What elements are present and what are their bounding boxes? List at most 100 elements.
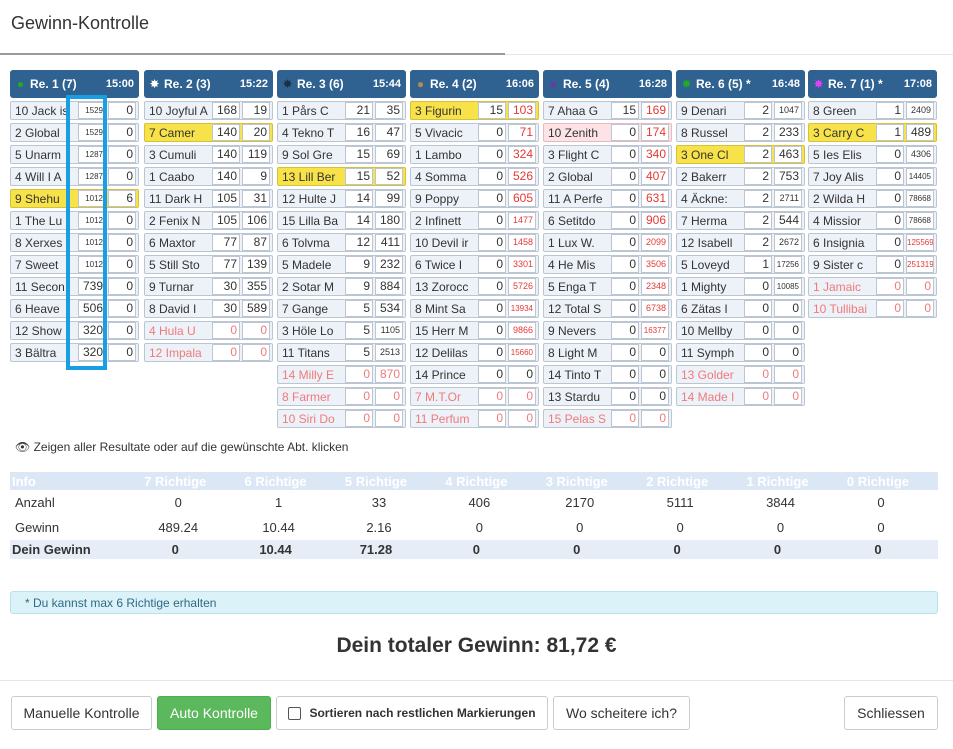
horse-row[interactable]: 3 Carry C 1 489 (808, 123, 937, 142)
horse-row[interactable]: 5 Madele 9 232 (277, 255, 406, 274)
horse-row[interactable]: 7 Herma 2 544 (676, 211, 805, 230)
horse-row[interactable]: 2 Global 0 407 (543, 167, 672, 186)
horse-row[interactable]: 12 Show 320 0 (10, 321, 139, 340)
horse-row[interactable]: 6 Setitdo 0 906 (543, 211, 672, 230)
horse-row[interactable]: 9 Sister c 0 251319 (808, 255, 937, 274)
horse-row[interactable]: 14 Prince 0 0 (410, 365, 539, 384)
horse-row[interactable]: 5 Ies Elis 0 4306 (808, 145, 937, 164)
manual-check-button[interactable]: Manuelle Kontrolle (11, 696, 152, 730)
horse-row[interactable]: 10 Mellby 0 0 (676, 321, 805, 340)
horse-row[interactable]: 15 Lilla Ba 14 180 (277, 211, 406, 230)
horse-row[interactable]: 1 Lux W. 0 2099 (543, 233, 672, 252)
horse-row[interactable]: 1 Jamaic 0 0 (808, 277, 937, 296)
horse-row[interactable]: 1 Pårs C 21 35 (277, 101, 406, 120)
horse-row[interactable]: 12 Impala 0 0 (144, 343, 273, 362)
horse-row[interactable]: 10 Joyful A 168 19 (144, 101, 273, 120)
horse-row[interactable]: 8 Green 1 2409 (808, 101, 937, 120)
sort-remaining-toggle[interactable]: Sortieren nach restlichen Markierungen (276, 696, 548, 730)
horse-row[interactable]: 7 Joy Alis 0 14405 (808, 167, 937, 186)
horse-row[interactable]: 7 Sweet 1012 0 (10, 255, 139, 274)
horse-row[interactable]: 2 Infinett 0 1477 (410, 211, 539, 230)
checkbox-icon[interactable] (288, 706, 302, 720)
horse-row[interactable]: 10 Zenith 0 174 (543, 123, 672, 142)
horse-row[interactable]: 4 Missior 0 78668 (808, 211, 937, 230)
close-button[interactable]: Schliessen (844, 696, 938, 730)
horse-row[interactable]: 13 Lill Ber 15 52 (277, 167, 406, 186)
horse-row[interactable]: 12 Isabell 2 2672 (676, 233, 805, 252)
horse-row[interactable]: 10 Devil ir 0 1458 (410, 233, 539, 252)
horse-row[interactable]: 1 Mighty 0 10085 (676, 277, 805, 296)
horse-row[interactable]: 11 Symph 0 0 (676, 343, 805, 362)
horse-row[interactable]: 9 Shehu 1012 6 (10, 189, 139, 208)
horse-row[interactable]: 1 Caabo 140 9 (144, 167, 273, 186)
horse-row[interactable]: 15 Herr M 0 9866 (410, 321, 539, 340)
horse-row[interactable]: 13 Stardu 0 0 (543, 387, 672, 406)
horse-row[interactable]: 12 Delilas 0 15660 (410, 343, 539, 362)
info-line[interactable]: 👁 Zeigen aller Resultate oder auf die ge… (15, 440, 348, 454)
horse-row[interactable]: 10 Jack is 1529 0 (10, 101, 139, 120)
race-header-6[interactable]: ✸ Re. 6 (5) * 16:48 (676, 70, 805, 98)
horse-row[interactable]: 5 Vivacic 0 71 (410, 123, 539, 142)
horse-row[interactable]: 8 Farmer 0 0 (277, 387, 406, 406)
horse-row[interactable]: 3 Figurin 15 103 (410, 101, 539, 120)
horse-row[interactable]: 2 Wilda H 0 78668 (808, 189, 937, 208)
horse-row[interactable]: 7 M.T.Or 0 0 (410, 387, 539, 406)
horse-row[interactable]: 12 Hulte J 14 99 (277, 189, 406, 208)
horse-row[interactable]: 6 Maxtor 77 87 (144, 233, 273, 252)
horse-row[interactable]: 11 Secon 739 0 (10, 277, 139, 296)
horse-row[interactable]: 8 Mint Sa 0 13934 (410, 299, 539, 318)
horse-row[interactable]: 2 Sotar M 9 884 (277, 277, 406, 296)
horse-row[interactable]: 12 Total S 0 6738 (543, 299, 672, 318)
horse-row[interactable]: 13 Golder 0 0 (676, 365, 805, 384)
horse-row[interactable]: 3 Cumuli 140 119 (144, 145, 273, 164)
horse-row[interactable]: 9 Denari 2 1047 (676, 101, 805, 120)
horse-row[interactable]: 3 Bältra 320 0 (10, 343, 139, 362)
horse-row[interactable]: 11 A Perfe 0 631 (543, 189, 672, 208)
horse-row[interactable]: 6 Heave 506 0 (10, 299, 139, 318)
horse-row[interactable]: 5 Still Sto 77 139 (144, 255, 273, 274)
horse-row[interactable]: 9 Poppy 0 605 (410, 189, 539, 208)
horse-row[interactable]: 11 Dark H 105 31 (144, 189, 273, 208)
race-header-1[interactable]: ● Re. 1 (7) 15:00 (10, 70, 139, 98)
horse-row[interactable]: 6 Insignia 0 125569 (808, 233, 937, 252)
where-fail-button[interactable]: Wo scheitere ich? (553, 696, 690, 730)
horse-row[interactable]: 6 Tolvma 12 411 (277, 233, 406, 252)
horse-row[interactable]: 3 One Cl 2 463 (676, 145, 805, 164)
horse-row[interactable]: 2 Global 1529 0 (10, 123, 139, 142)
horse-row[interactable]: 7 Gange 5 534 (277, 299, 406, 318)
horse-row[interactable]: 2 Bakerr 2 753 (676, 167, 805, 186)
horse-row[interactable]: 5 Unarm 1287 0 (10, 145, 139, 164)
horse-row[interactable]: 4 Äckne: 2 2711 (676, 189, 805, 208)
race-header-3[interactable]: ✸ Re. 3 (6) 15:44 (277, 70, 406, 98)
race-header-7[interactable]: ✸ Re. 7 (1) * 17:08 (808, 70, 937, 98)
horse-row[interactable]: 3 Flight C 0 340 (543, 145, 672, 164)
horse-row[interactable]: 4 Tekno T 16 47 (277, 123, 406, 142)
auto-check-button[interactable]: Auto Kontrolle (157, 696, 271, 730)
horse-row[interactable]: 6 Twice I 0 3301 (410, 255, 539, 274)
horse-row[interactable]: 9 Nevers 0 16377 (543, 321, 672, 340)
horse-row[interactable]: 13 Zorocc 0 5726 (410, 277, 539, 296)
horse-row[interactable]: 11 Perfum 0 0 (410, 409, 539, 428)
race-header-2[interactable]: ✸ Re. 2 (3) 15:22 (144, 70, 273, 98)
horse-row[interactable]: 5 Enga T 0 2348 (543, 277, 672, 296)
horse-row[interactable]: 8 Xerxes 1012 0 (10, 233, 139, 252)
horse-row[interactable]: 7 Ahaa G 15 169 (543, 101, 672, 120)
horse-row[interactable]: 2 Fenix N 105 106 (144, 211, 273, 230)
horse-row[interactable]: 1 The Lu 1012 0 (10, 211, 139, 230)
horse-row[interactable]: 5 Loveyd 1 17256 (676, 255, 805, 274)
horse-row[interactable]: 14 Milly E 0 870 (277, 365, 406, 384)
horse-row[interactable]: 9 Turnar 30 355 (144, 277, 273, 296)
horse-row[interactable]: 4 He Mis 0 3506 (543, 255, 672, 274)
race-header-5[interactable]: ● Re. 5 (4) 16:28 (543, 70, 672, 98)
horse-row[interactable]: 8 David I 30 589 (144, 299, 273, 318)
horse-row[interactable]: 1 Lambo 0 324 (410, 145, 539, 164)
horse-row[interactable]: 8 Russel 2 233 (676, 123, 805, 142)
horse-row[interactable]: 10 Siri Do 0 0 (277, 409, 406, 428)
horse-row[interactable]: 10 Tullibai 0 0 (808, 299, 937, 318)
